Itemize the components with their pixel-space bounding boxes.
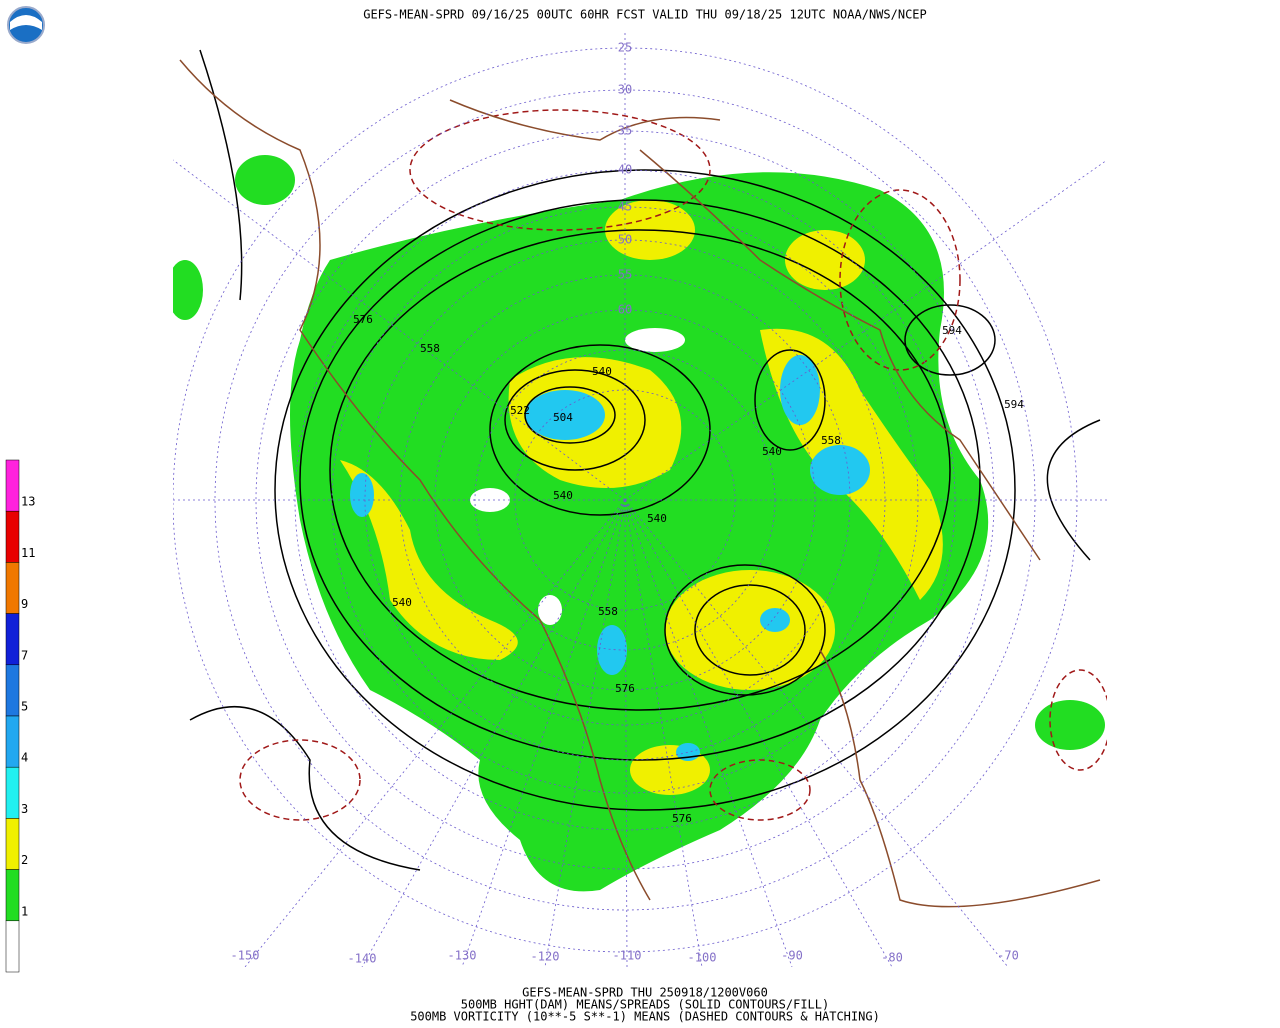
contour-label: 540 bbox=[592, 365, 612, 378]
lat-label: 50 bbox=[618, 233, 632, 247]
footer-line: 500MB VORTICITY (10**-5 S**-1) MEANS (DA… bbox=[410, 1010, 880, 1024]
noaa-logo bbox=[7, 6, 45, 44]
colorbar-label: 9 bbox=[21, 597, 28, 611]
colorbar-swatch bbox=[5, 869, 20, 922]
map: 25 30 35 40 45 50 55 60 -150 -140 -130 -120 -110 -100… bbox=[173, 33, 1107, 967]
colorbar-label: 11 bbox=[21, 546, 35, 560]
contour-label: 594 bbox=[942, 324, 962, 337]
title: GEFS-MEAN-SPRD 09/16/25 00UTC 60HR FCST … bbox=[363, 8, 927, 22]
lon-label: -100 bbox=[688, 951, 717, 965]
colorbar-swatch bbox=[5, 459, 20, 512]
lat-label: 45 bbox=[618, 200, 632, 214]
lat-label: 35 bbox=[618, 124, 632, 138]
colorbar-label: 3 bbox=[21, 802, 28, 816]
colorbar-label: 13 bbox=[21, 495, 35, 509]
colorbar-label: 2 bbox=[21, 853, 28, 867]
colorbar-swatch bbox=[5, 562, 20, 614]
lat-label: 60 bbox=[618, 303, 632, 317]
colorbar-label: 5 bbox=[21, 700, 28, 714]
colorbar-swatch bbox=[5, 510, 20, 563]
colorbar-swatch bbox=[5, 613, 20, 666]
colorbar-label: 7 bbox=[21, 648, 28, 662]
lon-label: -150 bbox=[231, 949, 260, 963]
footer-line: 500MB HGHT(DAM) MEANS/SPREADS (SOLID CON… bbox=[461, 998, 829, 1012]
contour-label: 540 bbox=[553, 489, 573, 502]
lon-label: -120 bbox=[531, 950, 560, 964]
colorbar-swatch bbox=[5, 715, 20, 768]
colorbar-label: 1 bbox=[21, 904, 28, 918]
contour-label: 540 bbox=[392, 596, 412, 609]
contour-label: 558 bbox=[598, 605, 618, 618]
lat-label: 25 bbox=[618, 41, 632, 55]
contour-label: 540 bbox=[762, 445, 782, 458]
contour-label: 576 bbox=[672, 812, 692, 825]
contour-label: 576 bbox=[615, 682, 635, 695]
contour-label: 558 bbox=[420, 342, 440, 355]
contour-label: 558 bbox=[821, 434, 841, 447]
colorbar-swatch bbox=[5, 664, 20, 717]
lon-label: -110 bbox=[613, 949, 642, 963]
footer-line: GEFS-MEAN-SPRD THU 250918/1200V060 bbox=[522, 986, 768, 1000]
lon-label: -130 bbox=[448, 949, 477, 963]
lon-label: -90 bbox=[781, 949, 803, 963]
contour-label: 504 bbox=[553, 411, 573, 424]
contour-label: 522 bbox=[510, 404, 530, 417]
lat-label: 30 bbox=[618, 83, 632, 97]
colorbar: 13 11 9 7 5 4 3 2 1 bbox=[5, 459, 35, 973]
lon-label: -140 bbox=[348, 952, 377, 966]
colorbar-swatch bbox=[5, 766, 20, 819]
contour-label: 594 bbox=[1004, 398, 1024, 411]
lat-label: 55 bbox=[618, 268, 632, 282]
colorbar-swatch bbox=[5, 818, 20, 870]
lat-label: 40 bbox=[618, 163, 632, 177]
colorbar-label: 4 bbox=[21, 751, 28, 765]
lon-label: -80 bbox=[881, 951, 903, 965]
contour-label: 540 bbox=[647, 512, 667, 525]
lon-label: -70 bbox=[997, 949, 1019, 963]
colorbar-swatch bbox=[5, 920, 20, 973]
contour-label: 576 bbox=[353, 313, 373, 326]
